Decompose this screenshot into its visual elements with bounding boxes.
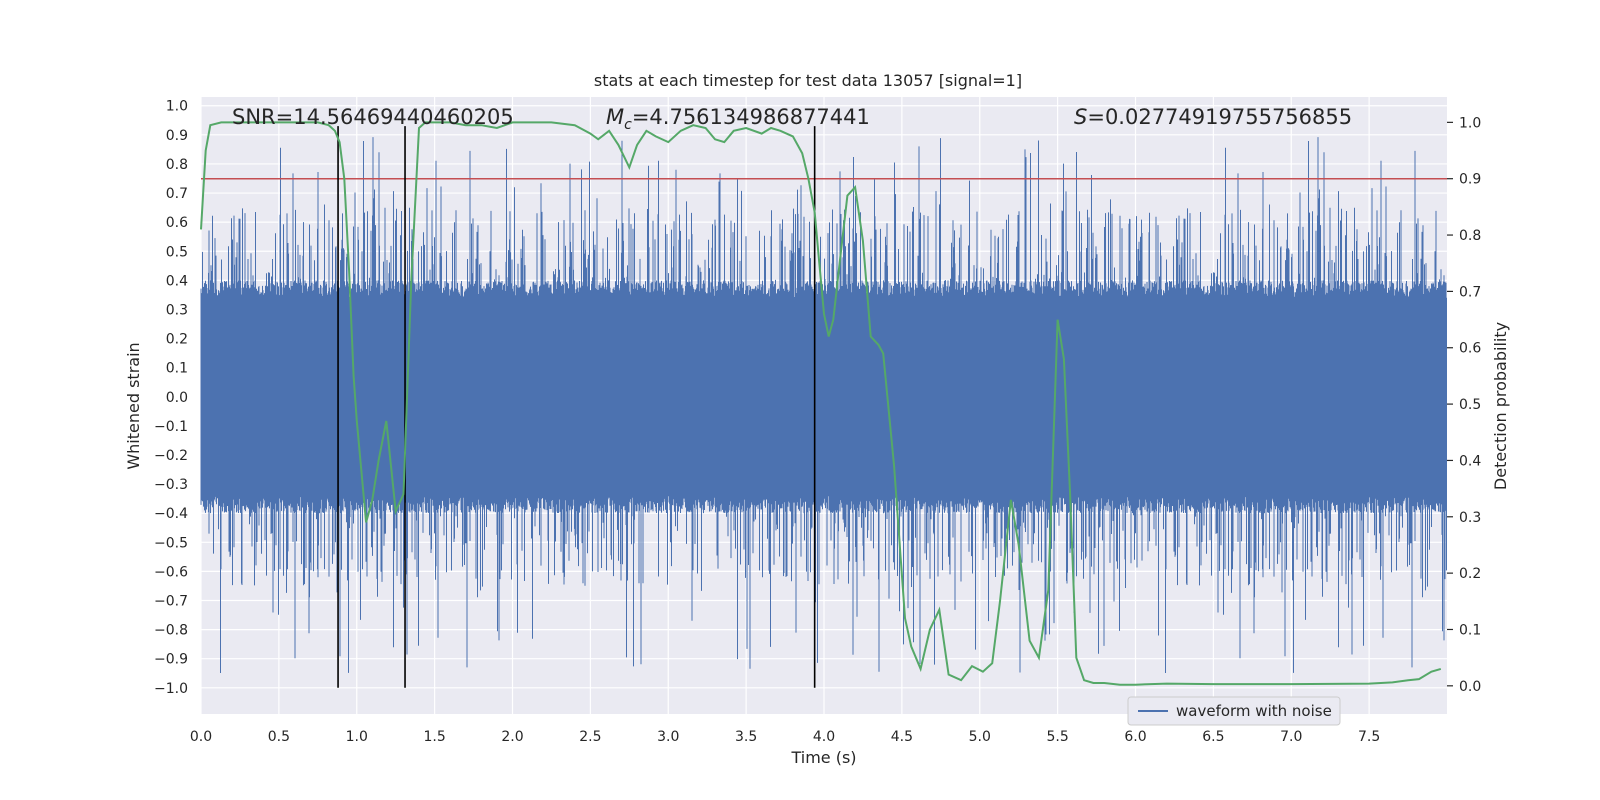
left-y-tick-label: 0.7 [166,186,188,202]
snr-annotation: SNR=14.56469440460205 [232,105,514,129]
right-y-tick-label: 0.8 [1459,228,1481,244]
chart-title: stats at each timestep for test data 130… [594,71,1022,90]
left-y-tick-label: 0.6 [166,215,188,231]
left-y-tick-label: 0.8 [166,157,188,173]
left-y-tick-label: −0.4 [154,506,188,522]
chirp-mass-symbol: M [606,105,624,129]
x-tick-label: 2.0 [501,729,523,745]
left-y-tick-label: 0.0 [166,390,188,406]
left-y-tick-label: −0.3 [154,477,188,493]
left-y-tick-label: −0.5 [154,535,188,551]
left-y-tick-label: −0.2 [154,448,188,464]
left-y-tick-label: 0.3 [166,302,188,318]
right-y-tick-label: 0.4 [1459,453,1481,469]
x-tick-label: 0.0 [190,729,212,745]
strain-series [200,137,1447,673]
left-y-tick-label: −0.6 [154,564,188,580]
right-y-tick-label: 0.2 [1459,566,1481,582]
x-tick-label: 2.5 [579,729,601,745]
x-tick-label: 3.0 [657,729,679,745]
x-tick-label: 6.5 [1202,729,1224,745]
x-tick-label: 7.0 [1280,729,1302,745]
x-tick-label: 7.5 [1358,729,1380,745]
spin-annotation: S=0.02774919755756855 [1074,105,1352,129]
right-y-tick-label: 0.5 [1459,397,1481,413]
right-y-tick-label: 0.3 [1459,510,1481,526]
x-tick-label: 4.0 [813,729,835,745]
right-y-tick-label: 0.9 [1459,172,1481,188]
x-tick-label: 4.5 [891,729,913,745]
legend: waveform with noise [1127,696,1341,726]
spin-symbol: S [1074,105,1087,129]
left-y-tick-label: −0.9 [154,652,188,668]
right-y-tick-label: 1.0 [1459,115,1481,131]
left-y-tick-label: 1.0 [166,99,188,115]
right-y-tick-label: 0.0 [1459,679,1481,695]
spin-value: =0.02774919755756855 [1087,105,1352,129]
x-tick-label: 5.0 [969,729,991,745]
left-y-tick-label: 0.2 [166,332,188,348]
legend-label: waveform with noise [1176,702,1332,720]
x-tick-label: 5.5 [1046,729,1068,745]
x-tick-label: 0.5 [268,729,290,745]
right-y-axis-label: Detection probability [1491,322,1510,490]
chirp-mass-value: =4.756134986877441 [632,105,870,129]
left-y-tick-label: 0.4 [166,273,188,289]
legend-box [1127,696,1341,726]
right-y-tick-label: 0.7 [1459,284,1481,300]
left-y-tick-label: 0.5 [166,244,188,260]
left-y-tick-label: −1.0 [154,681,188,697]
x-axis-label: Time (s) [790,748,856,767]
x-axis-ticks: 0.0 0.5 1.0 1.5 2.0 2.5 3.0 3.5 4.0 4.5 5.0 5.5 6.0 6… [190,729,1380,745]
left-y-tick-label: −0.7 [154,593,188,609]
left-y-tick-label: 0.9 [166,128,188,144]
x-tick-label: 3.5 [735,729,757,745]
detection-probability-line [200,121,1442,686]
left-y-tick-label: −0.8 [154,623,188,639]
left-y-tick-label: 0.1 [166,361,188,377]
x-tick-label: 1.5 [423,729,445,745]
x-tick-label: 6.0 [1124,729,1146,745]
right-y-axis-ticks: 1.0 0.9 0.8 0.7 0.6 0.5 0.4 0.3 0.2 0.1 0.0 [1447,115,1481,695]
x-tick-label: 1.0 [346,729,368,745]
right-y-tick-label: 0.1 [1459,622,1481,638]
strain-waveform [200,137,1447,673]
chirp-mass-subscript: c [624,117,632,133]
left-y-tick-label: −0.1 [154,419,188,435]
left-y-axis-ticks: 1.0 0.9 0.8 0.7 0.6 0.5 0.4 0.3 0.2 0.1 0.0 −0.1 −0.… [154,99,188,697]
chirp-mass-annotation: Mc=4.756134986877441 [606,105,870,133]
right-y-tick-label: 0.6 [1459,341,1481,357]
left-y-axis-label: Whitened strain [124,342,143,469]
